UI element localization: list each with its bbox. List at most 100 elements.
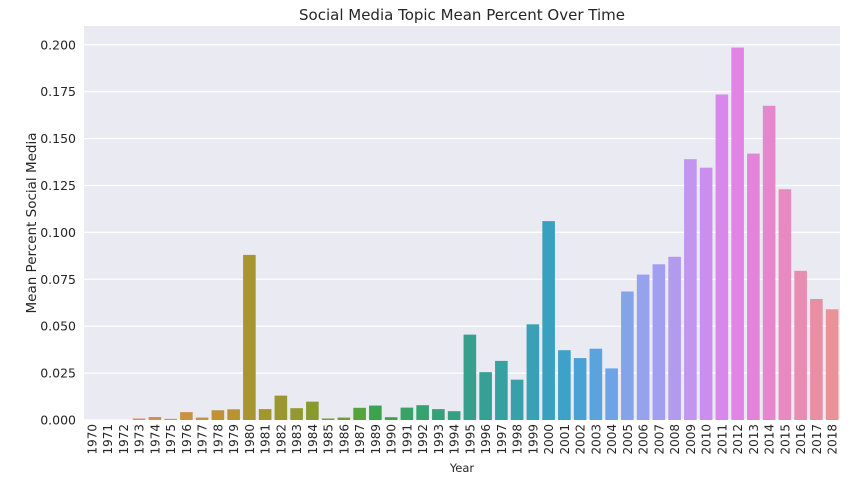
x-tick-label: 2016	[794, 424, 808, 455]
bar	[794, 270, 807, 420]
bar	[416, 405, 429, 420]
bar	[605, 368, 618, 420]
x-tick-label: 1986	[337, 424, 351, 455]
x-tick-label: 1993	[432, 424, 446, 455]
bar	[290, 408, 303, 420]
x-tick-label: 1984	[306, 424, 320, 455]
x-tick-label: 1980	[243, 424, 257, 455]
x-tick-label: 2011	[715, 424, 729, 455]
bar	[306, 401, 319, 420]
y-tick-label: 0.050	[40, 319, 76, 334]
bar	[542, 221, 555, 420]
bar	[337, 417, 351, 420]
bar	[652, 264, 666, 420]
y-tick-label: 0.075	[40, 272, 76, 287]
x-tick-labels: 1970 1971 1972 1973 1974 1975 1976 1977 1978 1979…	[85, 424, 839, 455]
bar	[526, 324, 540, 420]
bar	[384, 417, 398, 420]
x-tick-label: 1982	[274, 424, 288, 455]
x-tick-label: 1976	[180, 424, 194, 455]
x-tick-label: 1997	[495, 424, 509, 455]
bar	[558, 350, 571, 420]
bar	[762, 105, 776, 420]
x-tick-label: 2005	[621, 424, 635, 455]
x-tick-label: 1992	[416, 424, 430, 455]
x-tick-label: 2001	[558, 424, 572, 455]
bar	[463, 334, 477, 420]
bar	[353, 407, 366, 420]
bar	[747, 153, 760, 421]
bar	[447, 411, 461, 420]
bar	[479, 372, 492, 420]
y-tick-label: 0.025	[40, 366, 76, 381]
x-tick-label: 1973	[133, 424, 147, 455]
bar	[400, 407, 414, 420]
x-tick-label: 2003	[589, 424, 603, 455]
bar	[589, 348, 603, 420]
x-tick-label: 1994	[448, 424, 462, 455]
bar	[778, 189, 792, 420]
x-tick-label: 2002	[574, 424, 588, 455]
x-tick-label: 2009	[684, 424, 698, 455]
x-tick-label: 2013	[747, 424, 761, 455]
y-tick-label: 0.200	[40, 37, 76, 52]
x-tick-label: 1974	[148, 424, 162, 455]
bar	[432, 409, 445, 420]
x-tick-label: 2014	[763, 424, 777, 455]
bar	[731, 47, 744, 420]
x-tick-label: 1985	[322, 424, 336, 455]
x-tick-label: 1977	[196, 424, 210, 455]
y-tick-labels: 0.000 0.025 0.050 0.075 0.100 0.125 0.150 0.175…	[40, 37, 76, 427]
bar	[195, 417, 209, 420]
x-tick-label: 2008	[668, 424, 682, 455]
x-tick-label: 2006	[637, 424, 651, 455]
x-tick-label: 1975	[164, 424, 178, 455]
bar	[825, 309, 839, 420]
x-tick-label: 1971	[101, 424, 115, 455]
bar	[258, 409, 272, 420]
x-tick-label: 1978	[211, 424, 225, 455]
bar	[495, 360, 508, 420]
x-tick-label: 2000	[542, 424, 556, 455]
bar	[684, 159, 697, 420]
bar	[274, 395, 288, 420]
x-tick-label: 2010	[700, 424, 714, 455]
bar	[211, 410, 225, 420]
y-tick-label: 0.000	[40, 413, 76, 428]
x-tick-label: 2012	[731, 424, 745, 455]
x-tick-label: 1970	[85, 424, 99, 455]
bar	[132, 418, 146, 420]
bar	[510, 379, 524, 420]
x-tick-label: 1998	[511, 424, 525, 455]
x-tick-label: 1999	[526, 424, 540, 455]
x-tick-label: 1972	[117, 424, 131, 455]
bar	[636, 274, 650, 420]
y-tick-label: 0.150	[40, 131, 76, 146]
bar	[369, 405, 382, 420]
bar	[243, 254, 256, 420]
y-tick-label: 0.125	[40, 178, 76, 193]
x-tick-label: 2004	[605, 424, 619, 455]
bar	[180, 412, 193, 420]
x-tick-label: 1991	[400, 424, 414, 455]
x-tick-label: 1989	[369, 424, 383, 455]
bar	[573, 358, 587, 420]
bar	[810, 298, 823, 420]
bars	[132, 47, 839, 421]
bar	[621, 291, 634, 420]
y-tick-label: 0.100	[40, 225, 76, 240]
x-tick-label: 1981	[259, 424, 273, 455]
bar	[148, 416, 162, 420]
x-tick-label: 2015	[778, 424, 792, 455]
bar	[321, 418, 335, 420]
chart-title: Social Media Topic Mean Percent Over Tim…	[299, 6, 625, 24]
x-tick-label: 1990	[385, 424, 399, 455]
bar	[164, 418, 177, 420]
bar	[699, 167, 713, 420]
x-axis-label: Year	[449, 461, 475, 475]
x-tick-label: 2007	[652, 424, 666, 455]
y-axis-label: Mean Percent Social Media	[24, 132, 40, 313]
x-tick-label: 1983	[290, 424, 304, 455]
x-tick-label: 1987	[353, 424, 367, 455]
